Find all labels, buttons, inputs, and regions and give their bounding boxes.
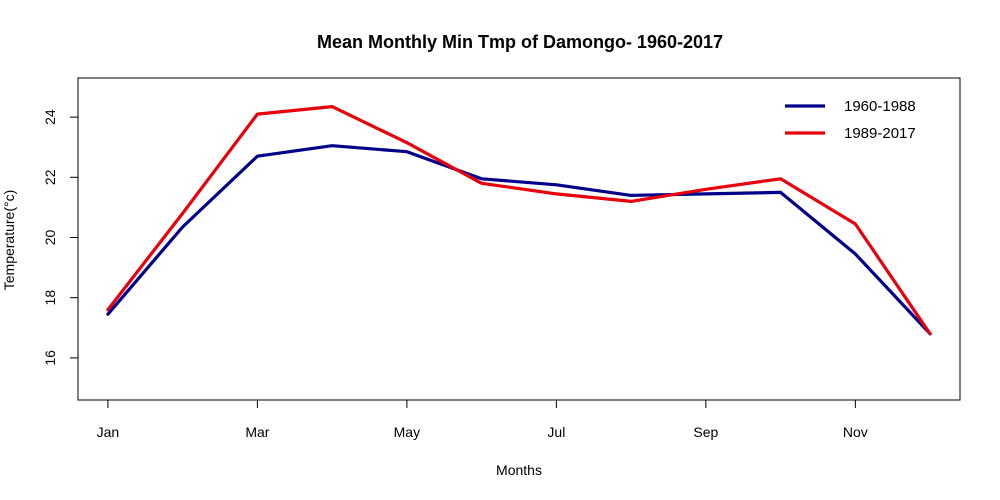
x-tick-label: Jul xyxy=(547,424,565,440)
x-tick-label: May xyxy=(394,424,420,440)
legend: 1960-1988 1989-2017 xyxy=(785,98,916,142)
series-line-1 xyxy=(106,144,932,336)
legend-label-2: 1989-2017 xyxy=(844,125,916,142)
y-tick-label: 22 xyxy=(42,169,58,185)
x-axis-label: Months xyxy=(496,462,542,478)
chart-title: Mean Monthly Min Tmp of Damongo- 1960-20… xyxy=(317,32,723,52)
y-axis: 16 18 20 22 24 xyxy=(42,109,78,366)
x-tick-label: Nov xyxy=(843,424,868,440)
x-tick-label: Mar xyxy=(245,424,269,440)
legend-label-1: 1960-1988 xyxy=(844,98,916,115)
x-tick-label: Jan xyxy=(97,424,120,440)
plot-frame xyxy=(77,77,961,401)
series-line-2 xyxy=(106,104,932,336)
x-axis: Jan Mar May Jul Sep Nov xyxy=(97,400,868,440)
y-tick-label: 20 xyxy=(42,229,58,245)
x-tick-label: Sep xyxy=(693,424,718,440)
y-tick-label: 18 xyxy=(42,290,58,306)
series-lines xyxy=(106,104,932,336)
y-tick-label: 16 xyxy=(42,350,58,366)
y-tick-label: 24 xyxy=(42,109,58,125)
y-axis-label: Temperature(°c) xyxy=(1,190,17,291)
